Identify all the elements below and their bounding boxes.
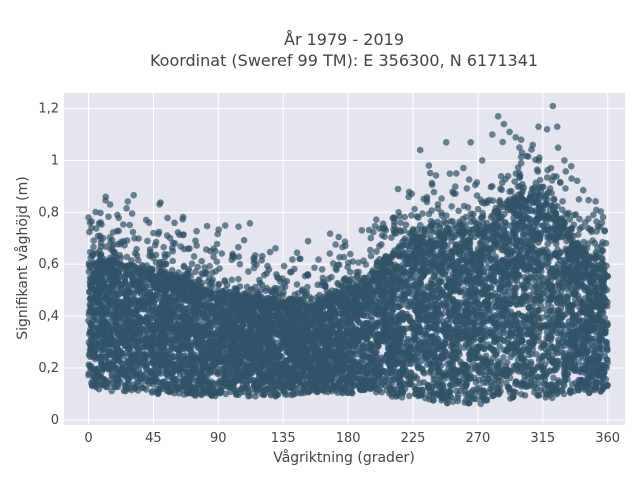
- data-point: [500, 354, 507, 361]
- chart-subtitle: Koordinat (Sweref 99 TM): E 356300, N 61…: [150, 51, 538, 70]
- data-points: [85, 102, 611, 408]
- data-point: [461, 293, 469, 300]
- data-point: [403, 325, 410, 333]
- data-point: [533, 351, 540, 358]
- chart-title: År 1979 - 2019: [284, 30, 404, 49]
- data-point: [525, 351, 533, 359]
- data-point: [382, 382, 389, 389]
